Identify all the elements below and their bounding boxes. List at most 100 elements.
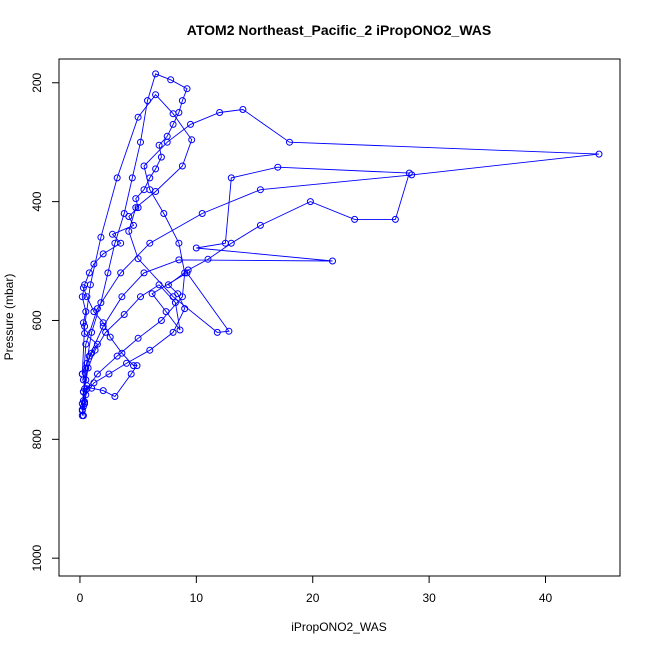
data-point	[137, 138, 144, 146]
data-point	[227, 174, 235, 182]
data-point	[134, 255, 142, 263]
y-axis: 200 400 600 800 1000	[30, 72, 60, 572]
data-point	[93, 370, 101, 378]
data-point	[187, 120, 194, 128]
x-tick-label: 40	[539, 591, 553, 605]
x-axis: 0 10 20 30 40	[77, 575, 553, 605]
data-series	[79, 284, 141, 405]
data-point	[163, 138, 171, 146]
data-point	[155, 141, 163, 149]
data-point	[111, 239, 119, 247]
data-point	[79, 284, 87, 292]
data-point	[82, 340, 90, 348]
data-point	[183, 85, 191, 93]
data-point	[164, 281, 172, 289]
data-point	[274, 163, 282, 171]
data-point	[198, 210, 206, 217]
y-tick-label: 1000	[30, 545, 44, 572]
data-point	[175, 256, 183, 264]
data-point	[167, 76, 175, 84]
x-tick-label: 20	[306, 591, 320, 605]
data-point	[157, 317, 165, 324]
y-tick-label: 400	[30, 191, 44, 211]
data-point	[213, 328, 221, 336]
data-point	[176, 326, 184, 334]
data-point	[171, 299, 179, 307]
data-point	[169, 120, 177, 128]
data-point	[148, 290, 156, 298]
data-point	[169, 110, 177, 118]
data-point	[225, 327, 233, 335]
series-line	[81, 94, 230, 404]
data-point	[113, 174, 121, 182]
data-point	[84, 364, 92, 372]
data-point	[152, 188, 160, 195]
data-point	[160, 210, 168, 217]
data-point	[78, 412, 86, 420]
x-tick-label: 10	[190, 591, 204, 605]
data-point	[130, 362, 137, 370]
data-point	[79, 319, 87, 327]
data-point	[178, 162, 186, 170]
data-point	[286, 138, 293, 146]
data-point	[391, 215, 399, 223]
data-point	[90, 308, 98, 316]
x-axis-label: iPropONO2_WAS	[291, 620, 387, 634]
y-tick-label: 600	[30, 310, 44, 330]
data-point	[256, 221, 264, 229]
y-axis-label: Pressure (mbar)	[2, 274, 16, 361]
data-point	[152, 165, 160, 173]
data-point	[152, 91, 160, 99]
data-point	[595, 150, 603, 158]
chart-title: ATOM2 Northeast_Pacific_2 iPropONO2_WAS	[187, 22, 491, 38]
data-point	[97, 233, 105, 241]
x-tick-label: 0	[77, 591, 84, 605]
data-point	[306, 198, 314, 206]
plot-frame	[58, 58, 621, 577]
series-layer	[78, 70, 603, 420]
x-tick-label: 30	[422, 591, 436, 605]
data-point	[134, 334, 142, 342]
series-line	[81, 109, 600, 416]
data-point	[91, 346, 99, 354]
data-point	[204, 255, 212, 263]
data-point	[146, 239, 154, 247]
data-point	[78, 293, 86, 301]
data-point	[132, 204, 140, 212]
series-line	[82, 287, 138, 401]
data-series	[78, 106, 603, 420]
data-point	[178, 97, 186, 105]
data-point	[405, 169, 413, 177]
data-point	[329, 257, 336, 265]
data-point	[134, 204, 142, 212]
data-point	[120, 210, 128, 217]
data-point	[169, 328, 177, 336]
data-point	[78, 370, 86, 378]
data-point	[83, 293, 91, 301]
data-point	[128, 174, 136, 182]
data-point	[97, 299, 105, 307]
data-point	[216, 109, 224, 116]
data-point	[183, 269, 191, 277]
series-line	[81, 73, 188, 416]
data-point	[137, 293, 144, 301]
data-point	[134, 113, 142, 121]
data-point	[169, 293, 177, 301]
data-point	[88, 384, 96, 392]
data-point	[146, 346, 154, 354]
data-point	[118, 293, 126, 301]
data-point	[106, 333, 114, 341]
data-point	[105, 370, 113, 378]
data-point	[152, 70, 160, 78]
data-point	[140, 269, 148, 277]
data-point	[132, 195, 140, 203]
data-point	[88, 328, 96, 336]
data-point	[123, 359, 130, 367]
data-point	[157, 153, 165, 161]
data-point	[155, 281, 163, 289]
data-point	[127, 370, 135, 378]
data-point	[99, 319, 107, 327]
data-point	[111, 393, 119, 400]
series-line	[82, 166, 410, 407]
